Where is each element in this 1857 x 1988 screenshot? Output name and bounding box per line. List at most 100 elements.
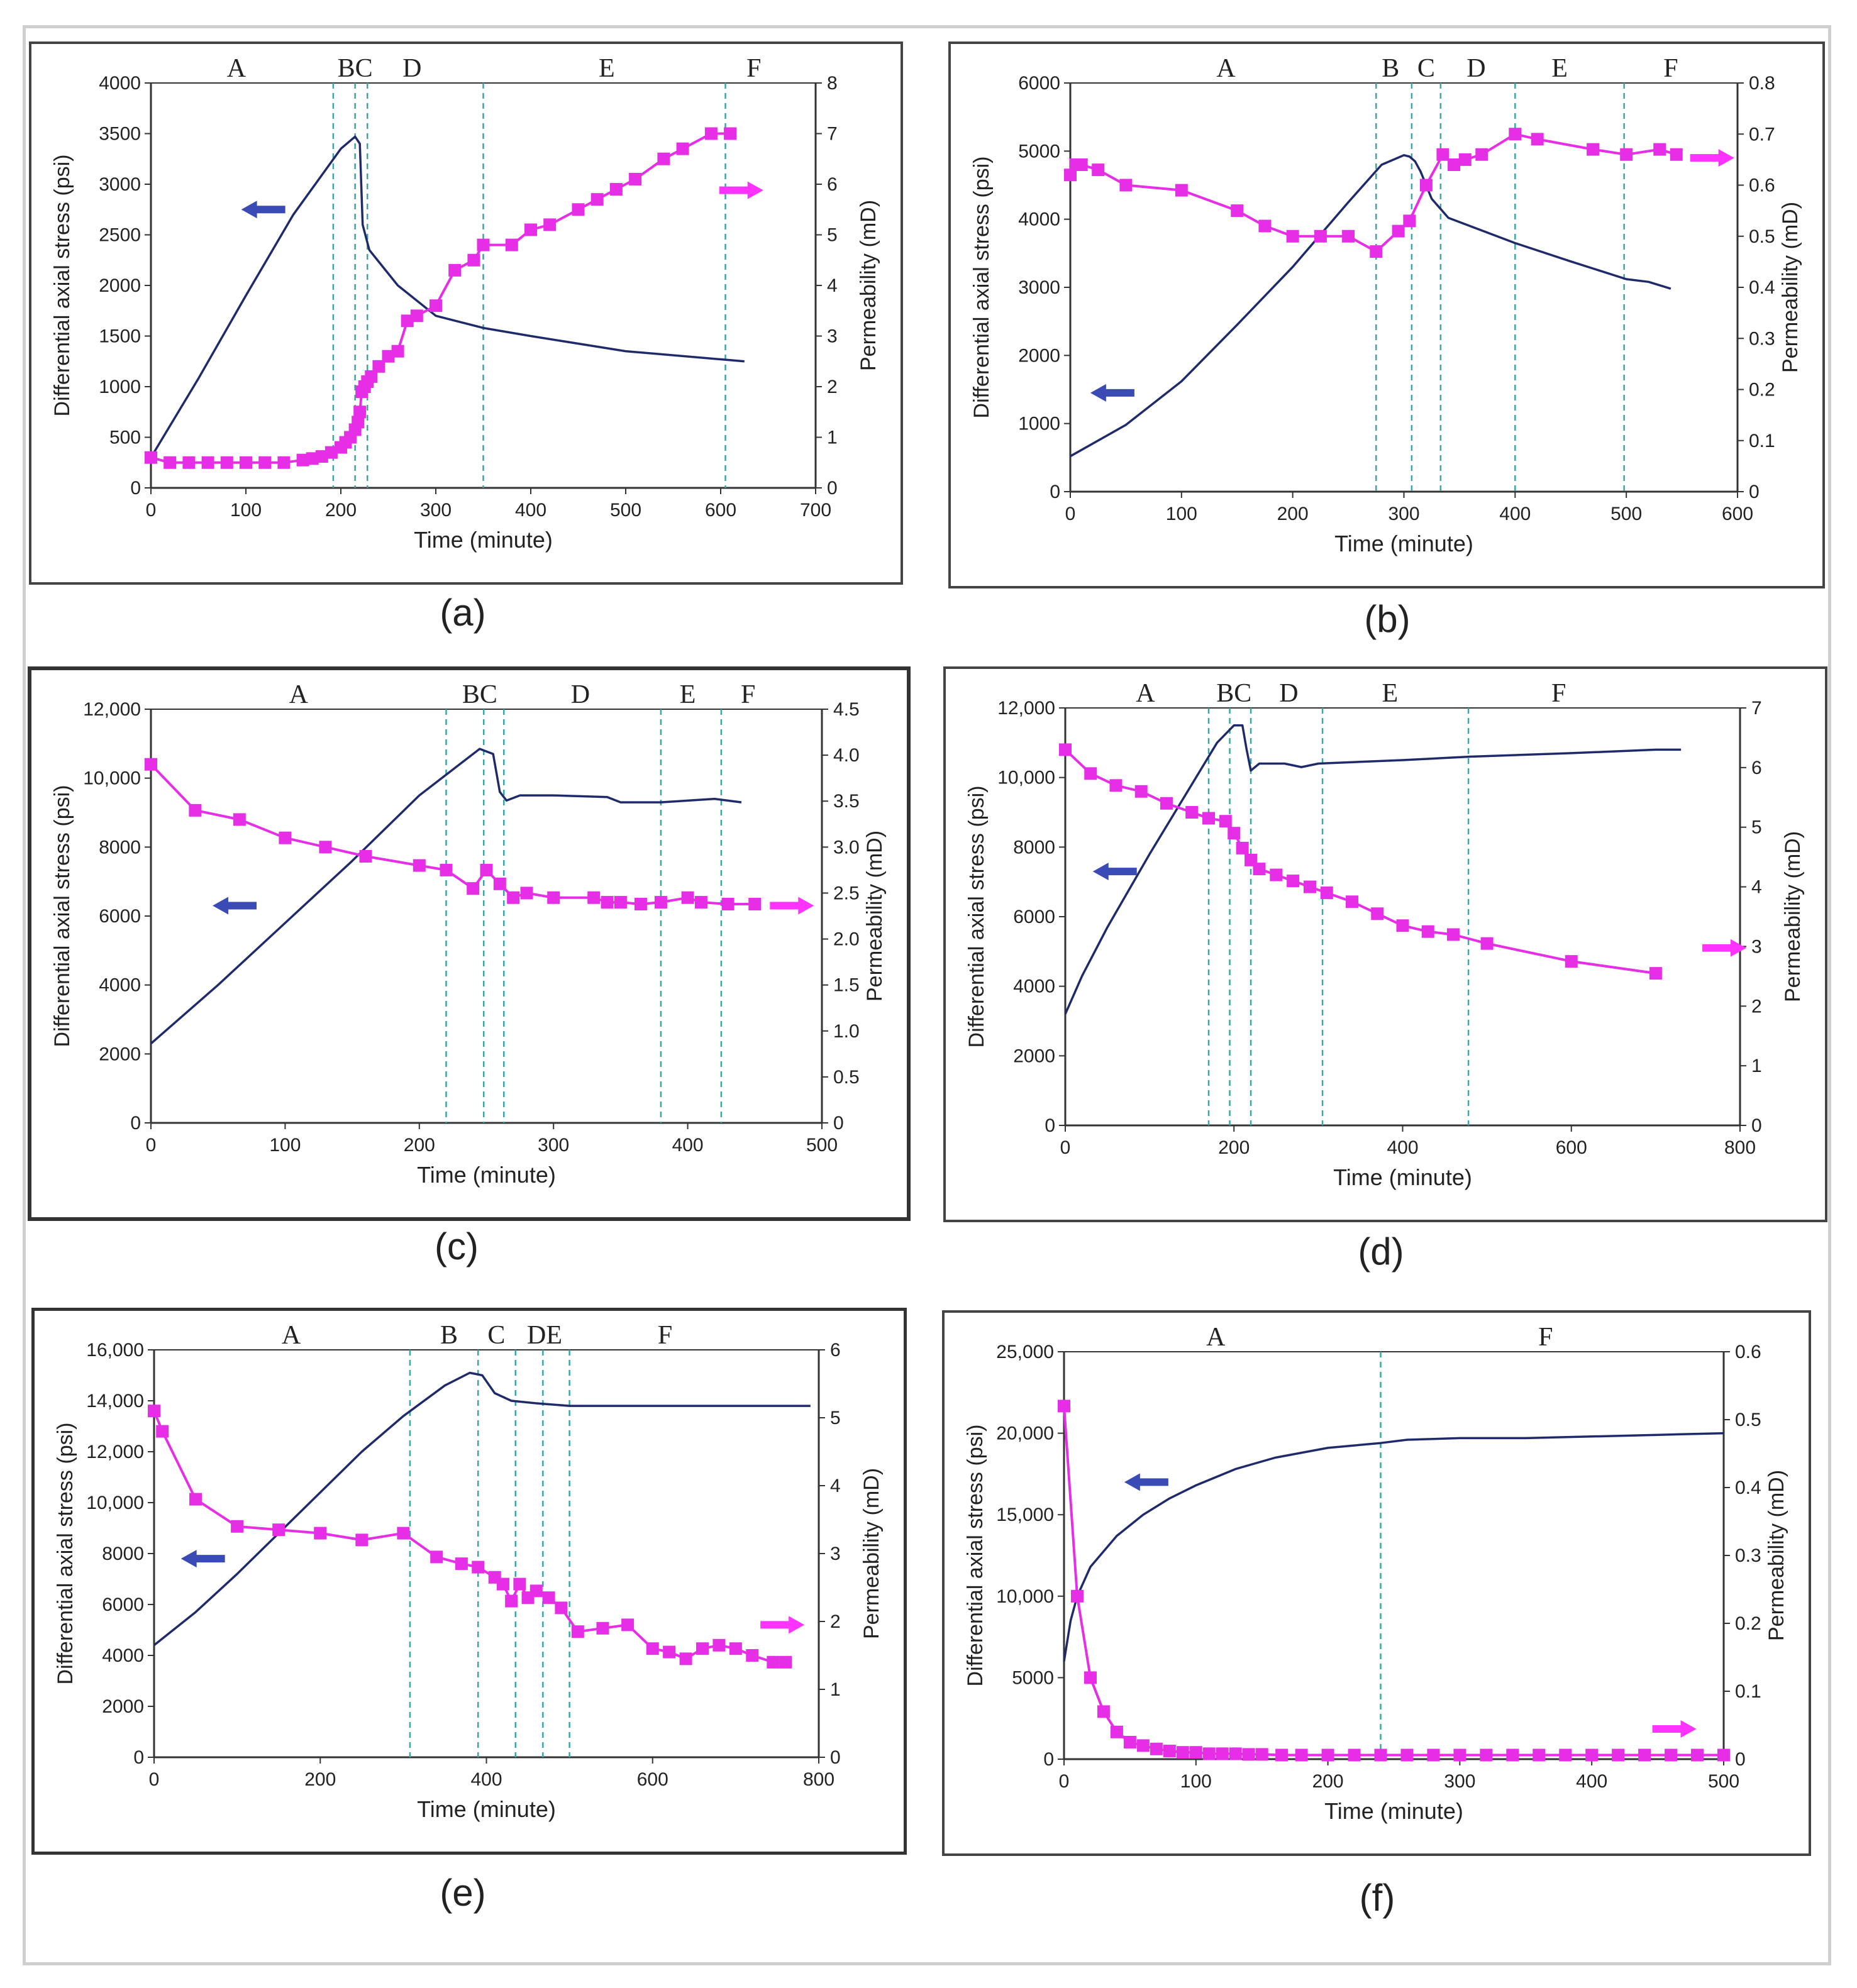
y-right-tick-label-b: 0.7 — [1749, 124, 1775, 145]
stage-label-d: E — [1382, 679, 1399, 708]
y-left-tick-label-b: 2000 — [1018, 345, 1060, 366]
y-right-tick-label-b: 0.1 — [1749, 431, 1775, 451]
permeability-point-b — [1119, 179, 1133, 192]
permeability-point-d — [1396, 919, 1409, 932]
y-right-tick-label-b: 0.6 — [1749, 175, 1775, 196]
y-right-tick-label-e: 4 — [830, 1476, 841, 1496]
permeability-point-f — [1585, 1748, 1599, 1762]
y-right-tick-label-e: 1 — [830, 1679, 841, 1700]
stage-label-b: C — [1417, 54, 1435, 83]
panel-a: 0 100 200 300 400 500 600 700 0 500 1000 1500 2000 25… — [29, 41, 903, 585]
chart-d: 0 200 400 600 8000200040006000800010,00012,0… — [965, 679, 1805, 1190]
y-right-tick-label-c: 4.0 — [833, 745, 860, 766]
permeability-point-a — [220, 456, 233, 469]
permeability-point-d — [1346, 895, 1359, 908]
permeability-point-e — [513, 1577, 526, 1591]
y-right-tick-label-a: 3 — [827, 326, 838, 347]
permeability-point-d — [1371, 907, 1384, 920]
y-left-tick-label-c: 2000 — [99, 1044, 141, 1064]
y-left-tick-label-e: 16,000 — [86, 1340, 144, 1361]
x-axis-label-d: Time (minute) — [1333, 1164, 1472, 1190]
x-tick-label-b: 600 — [1722, 504, 1753, 524]
y-left-tick-label-b: 3000 — [1018, 277, 1060, 298]
y-right-tick-label-f: 0.2 — [1735, 1613, 1761, 1634]
permeability-point-a — [306, 452, 319, 465]
permeability-point-b — [1587, 143, 1600, 156]
y-left-tick-label-e: 14,000 — [86, 1391, 144, 1411]
permeability-point-c — [467, 882, 480, 895]
x-tick-label-e: 0 — [149, 1769, 160, 1790]
x-tick-label-b: 400 — [1499, 504, 1531, 524]
permeability-point-e — [189, 1493, 202, 1506]
y-left-tick-label-c: 10,000 — [83, 768, 141, 789]
stress-line-d — [1064, 724, 1682, 1015]
permeability-point-b — [1392, 224, 1405, 238]
permeability-point-f — [1400, 1748, 1414, 1762]
stage-label-d: F — [1551, 679, 1566, 708]
y-left-tick-label-a: 3000 — [99, 174, 141, 195]
permeability-point-b — [1231, 204, 1244, 218]
stress-line-e — [153, 1371, 811, 1647]
permeability-point-f — [1427, 1748, 1440, 1762]
permeability-point-a — [543, 218, 557, 231]
y-left-tick-label-c: 4000 — [99, 975, 141, 996]
x-tick-label-e: 200 — [304, 1769, 336, 1790]
stage-label-a: A — [227, 54, 247, 83]
y-right-tick-label-d: 7 — [1751, 698, 1762, 719]
permeability-point-a — [676, 142, 689, 155]
permeability-point-a — [258, 456, 272, 469]
y-left-tick-label-c: 6000 — [99, 906, 141, 927]
permeability-point-d — [1303, 880, 1316, 893]
stage-label-f: A — [1206, 1323, 1226, 1352]
arrow-right-icon — [1702, 939, 1746, 957]
permeability-point-c — [359, 849, 372, 863]
arrow-right-icon — [1690, 149, 1734, 167]
permeability-point-b — [1670, 148, 1683, 161]
y-right-tick-label-f: 0.3 — [1735, 1545, 1761, 1566]
permeability-point-b — [1175, 184, 1188, 197]
caption-a: (a) — [440, 592, 486, 634]
permeability-point-e — [231, 1520, 244, 1533]
permeability-point-f — [1665, 1748, 1678, 1762]
permeability-point-e — [430, 1550, 443, 1564]
stage-label-b: D — [1466, 54, 1485, 83]
permeability-point-c — [721, 897, 734, 910]
y-right-tick-label-a: 5 — [827, 225, 838, 246]
permeability-point-a — [145, 451, 157, 464]
permeability-point-f — [1150, 1742, 1163, 1755]
permeability-point-d — [1421, 925, 1434, 938]
permeability-point-b — [1286, 229, 1299, 243]
y-left-tick-label-e: 8000 — [102, 1543, 144, 1564]
caption-d: (d) — [1358, 1230, 1404, 1273]
y-right-tick-label-b: 0.8 — [1749, 73, 1775, 94]
permeability-point-e — [529, 1584, 543, 1598]
permeability-point-e — [621, 1618, 635, 1632]
permeability-point-d — [1287, 875, 1300, 888]
x-tick-label-f: 100 — [1180, 1771, 1212, 1792]
caption-b: (b) — [1364, 598, 1411, 640]
stress-line-a — [150, 135, 745, 458]
x-tick-label-a: 200 — [325, 500, 357, 521]
y-left-tick-label-d: 8000 — [1013, 837, 1055, 858]
y-right-tick-label-b: 0.2 — [1749, 380, 1775, 400]
permeability-point-e — [646, 1642, 659, 1655]
permeability-line-d — [1064, 748, 1656, 975]
permeability-point-c — [145, 758, 157, 771]
stress-line-f — [1063, 1432, 1724, 1662]
y-left-tick-label-f: 0 — [1043, 1749, 1054, 1770]
permeability-point-a — [467, 253, 480, 267]
stage-label-c: F — [741, 680, 755, 709]
y-left-tick-label-b: 1000 — [1018, 414, 1060, 434]
permeability-point-b — [1436, 148, 1450, 161]
y-right-tick-label-a: 8 — [827, 73, 838, 94]
arrow-right-icon — [770, 897, 814, 915]
permeability-point-d — [1202, 812, 1216, 825]
permeability-point-a — [629, 172, 642, 185]
y-right-tick-label-d: 2 — [1751, 996, 1762, 1017]
panel-b: 0 100 200 300 400 500 600 0 1000 2000 3000 4000 5000… — [948, 41, 1825, 588]
permeability-point-b — [1064, 168, 1077, 182]
y-left-tick-label-d: 2000 — [1013, 1046, 1055, 1066]
permeability-line-a — [150, 132, 731, 464]
x-tick-label-a: 700 — [800, 500, 831, 521]
permeability-point-f — [1533, 1748, 1546, 1762]
